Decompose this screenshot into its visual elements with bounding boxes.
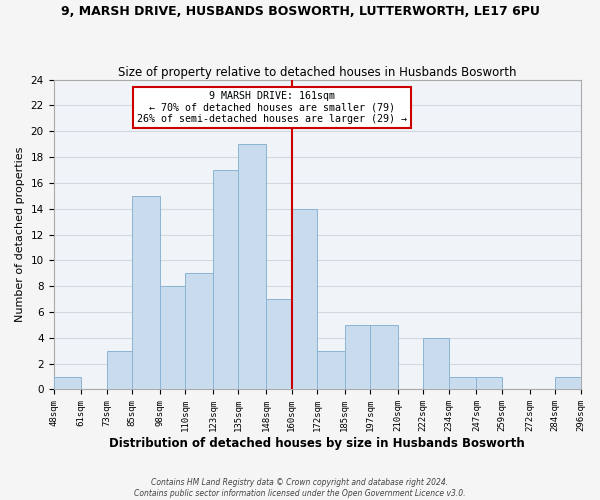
Bar bbox=[132, 196, 160, 390]
Bar bbox=[292, 209, 317, 390]
Text: 9, MARSH DRIVE, HUSBANDS BOSWORTH, LUTTERWORTH, LE17 6PU: 9, MARSH DRIVE, HUSBANDS BOSWORTH, LUTTE… bbox=[61, 5, 539, 18]
Bar bbox=[344, 325, 370, 390]
Bar bbox=[423, 338, 449, 390]
X-axis label: Distribution of detached houses by size in Husbands Bosworth: Distribution of detached houses by size … bbox=[109, 437, 525, 450]
Title: Size of property relative to detached houses in Husbands Bosworth: Size of property relative to detached ho… bbox=[118, 66, 516, 78]
Bar bbox=[370, 325, 398, 390]
Text: 9 MARSH DRIVE: 161sqm
← 70% of detached houses are smaller (79)
26% of semi-deta: 9 MARSH DRIVE: 161sqm ← 70% of detached … bbox=[137, 90, 407, 124]
Y-axis label: Number of detached properties: Number of detached properties bbox=[15, 147, 25, 322]
Bar bbox=[213, 170, 238, 390]
Text: Contains HM Land Registry data © Crown copyright and database right 2024.
Contai: Contains HM Land Registry data © Crown c… bbox=[134, 478, 466, 498]
Bar bbox=[185, 274, 213, 390]
Bar bbox=[238, 144, 266, 390]
Bar bbox=[107, 350, 132, 390]
Bar bbox=[53, 376, 81, 390]
Bar bbox=[160, 286, 185, 390]
Bar bbox=[449, 376, 476, 390]
Bar bbox=[266, 299, 292, 390]
Bar bbox=[555, 376, 581, 390]
Bar bbox=[317, 350, 344, 390]
Bar bbox=[476, 376, 502, 390]
